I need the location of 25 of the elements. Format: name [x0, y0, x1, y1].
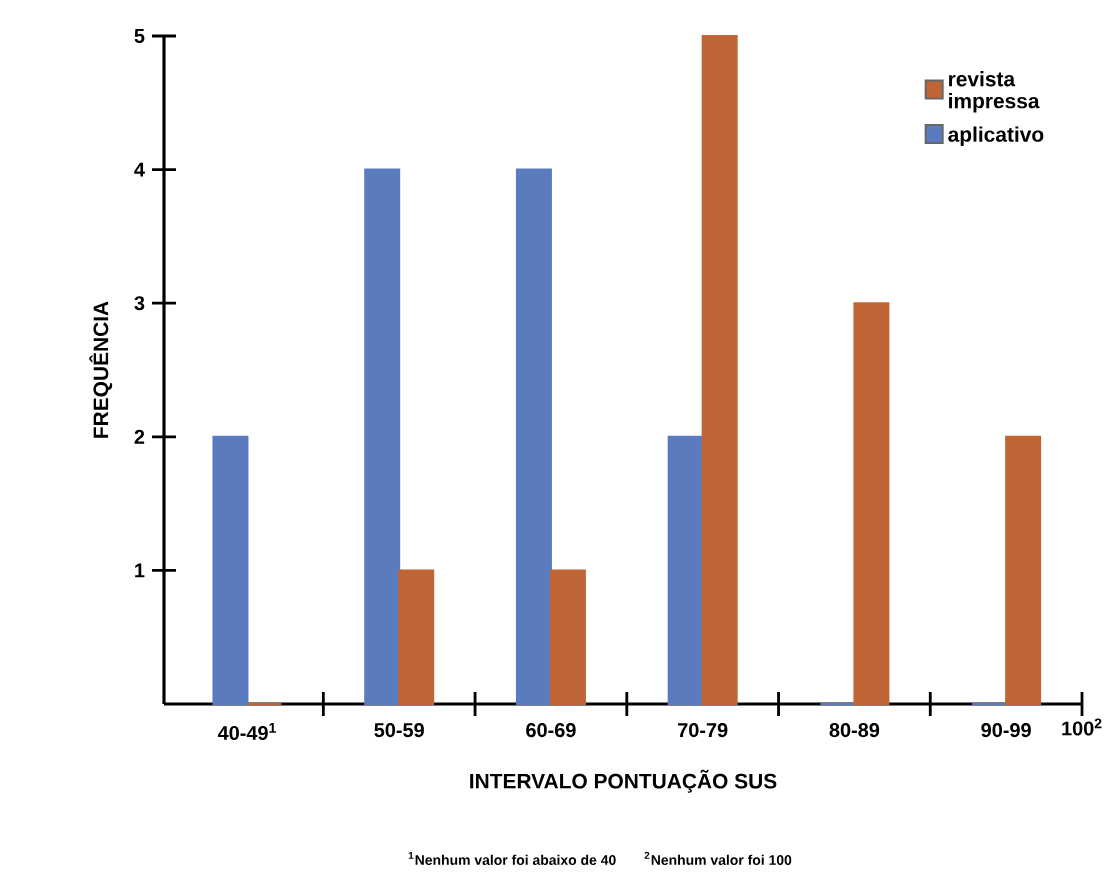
y-tick-label: 4 — [134, 162, 145, 177]
legend-label: revista impressa — [949, 71, 1040, 113]
bar — [549, 569, 586, 705]
bar — [212, 435, 249, 705]
x-tick-label: 40-49$^{1}$ — [217, 723, 276, 741]
text: 100$^{2}$ — [1062, 718, 1102, 736]
x-tick-label: 80-89 — [829, 723, 880, 738]
bar — [701, 34, 738, 705]
x-tick-label: 70-79 — [678, 723, 728, 738]
bar — [515, 168, 552, 705]
y-tick-label: 1 — [135, 563, 145, 578]
bar — [398, 569, 435, 705]
bar — [853, 302, 890, 705]
bar — [667, 435, 704, 705]
x-tick-label: 60-69 — [526, 723, 576, 738]
x-axis-title: INTERVALO PONTUAÇÃO SUS — [470, 769, 777, 793]
x-tick-label: 50-59 — [374, 723, 424, 738]
y-tick-label: 2 — [134, 429, 145, 444]
y-tick-label: 3 — [134, 296, 145, 311]
y-axis-title: FREQUÊNCIA — [89, 301, 113, 438]
y-tick-label: 5 — [134, 29, 145, 43]
legend-label: aplicativo — [948, 126, 1044, 146]
bar — [364, 168, 401, 705]
x-tick-label: 90-99 — [981, 723, 1031, 738]
bar — [1005, 435, 1042, 705]
